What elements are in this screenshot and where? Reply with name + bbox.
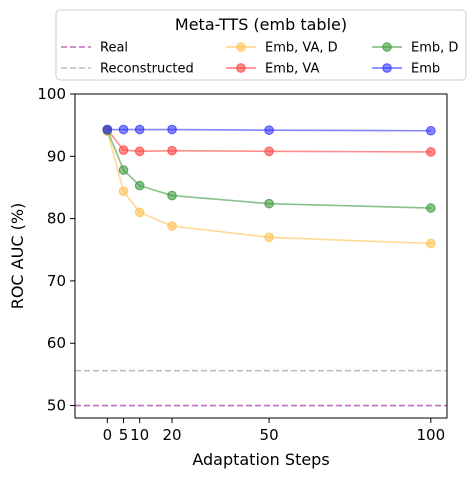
legend-marker-emb-va-d [236,42,246,52]
x-axis-label: Adaptation Steps [192,450,329,469]
legend-label-reconstructed: Reconstructed [100,62,194,77]
legend-item-real: Real [61,41,128,56]
data-point-emb-va-10 [134,146,145,157]
axes: 0 5 10 20 50 100 50 60 70 80 90 100 [37,85,448,444]
legend-label-emb-va-d: Emb, VA, D [265,41,338,56]
x-tick-label-0: 0 [103,426,113,444]
data-point-emb-d-20 [167,190,177,201]
data-point-emb-0 [102,124,113,135]
y-tick-label-100: 100 [37,85,66,103]
series-line-emb-d [106,129,431,209]
legend-box [55,9,467,81]
data-point-emb-va-d-50 [264,232,274,243]
legend-label-emb: Emb [411,62,440,77]
series-line-emb-va-d [106,131,431,245]
legend-title: Meta-TTS (emb table) [175,15,347,34]
data-point-emb-va-20 [167,145,177,156]
x-tick-label-10: 10 [130,426,149,444]
legend-item-emb: Emb [372,62,440,77]
legend-label-real: Real [100,41,128,56]
data-point-emb-va-d-5 [118,186,129,196]
data-point-emb-5 [118,124,129,135]
x-tick-label-50: 50 [260,426,279,444]
data-point-emb-va-5 [118,145,129,155]
data-point-emb-d-100 [426,203,436,213]
y-tick-label-50: 50 [47,397,66,415]
legend-item-reconstructed: Reconstructed [61,62,194,77]
data-point-emb-d-10 [134,180,145,191]
series-emb-va-d [102,126,436,249]
series-emb [102,124,436,136]
data-point-emb-va-d-10 [134,207,145,218]
x-tick-label-20: 20 [162,426,181,444]
x-tick-label-5: 5 [119,426,129,444]
data-point-emb-20 [167,124,177,135]
data-point-emb-50 [264,125,274,135]
data-point-emb-va-50 [264,146,274,157]
y-tick-label-90: 90 [47,147,66,165]
x-tick-label-100: 100 [417,426,446,444]
y-tick-label-80: 80 [47,210,66,228]
legend-label-emb-d: Emb, D [411,41,458,56]
legend-label-emb-va: Emb, VA [265,62,319,77]
legend-item-emb-va-d: Emb, VA, D [226,41,338,56]
legend-marker-emb-va [236,63,246,73]
plot-area [75,124,447,407]
legend-marker-emb [382,63,392,73]
data-point-emb-d-50 [264,198,274,209]
y-tick-label-70: 70 [47,272,66,290]
data-point-emb-10 [134,124,145,135]
plot-frame [74,93,448,419]
data-point-emb-100 [426,125,436,136]
legend-item-emb-d: Emb, D [372,41,458,56]
data-point-emb-va-d-100 [426,238,436,249]
y-tick-label-60: 60 [47,334,66,352]
y-axis-label: ROC AUC (%) [8,203,27,310]
legend: Meta-TTS (emb table) Real Reconstructed Em… [55,9,467,81]
data-point-emb-va-100 [426,147,436,157]
data-point-emb-d-5 [118,165,129,175]
legend-item-emb-va: Emb, VA [226,62,319,77]
data-point-emb-va-d-20 [167,221,177,231]
legend-marker-emb-d [382,42,392,52]
